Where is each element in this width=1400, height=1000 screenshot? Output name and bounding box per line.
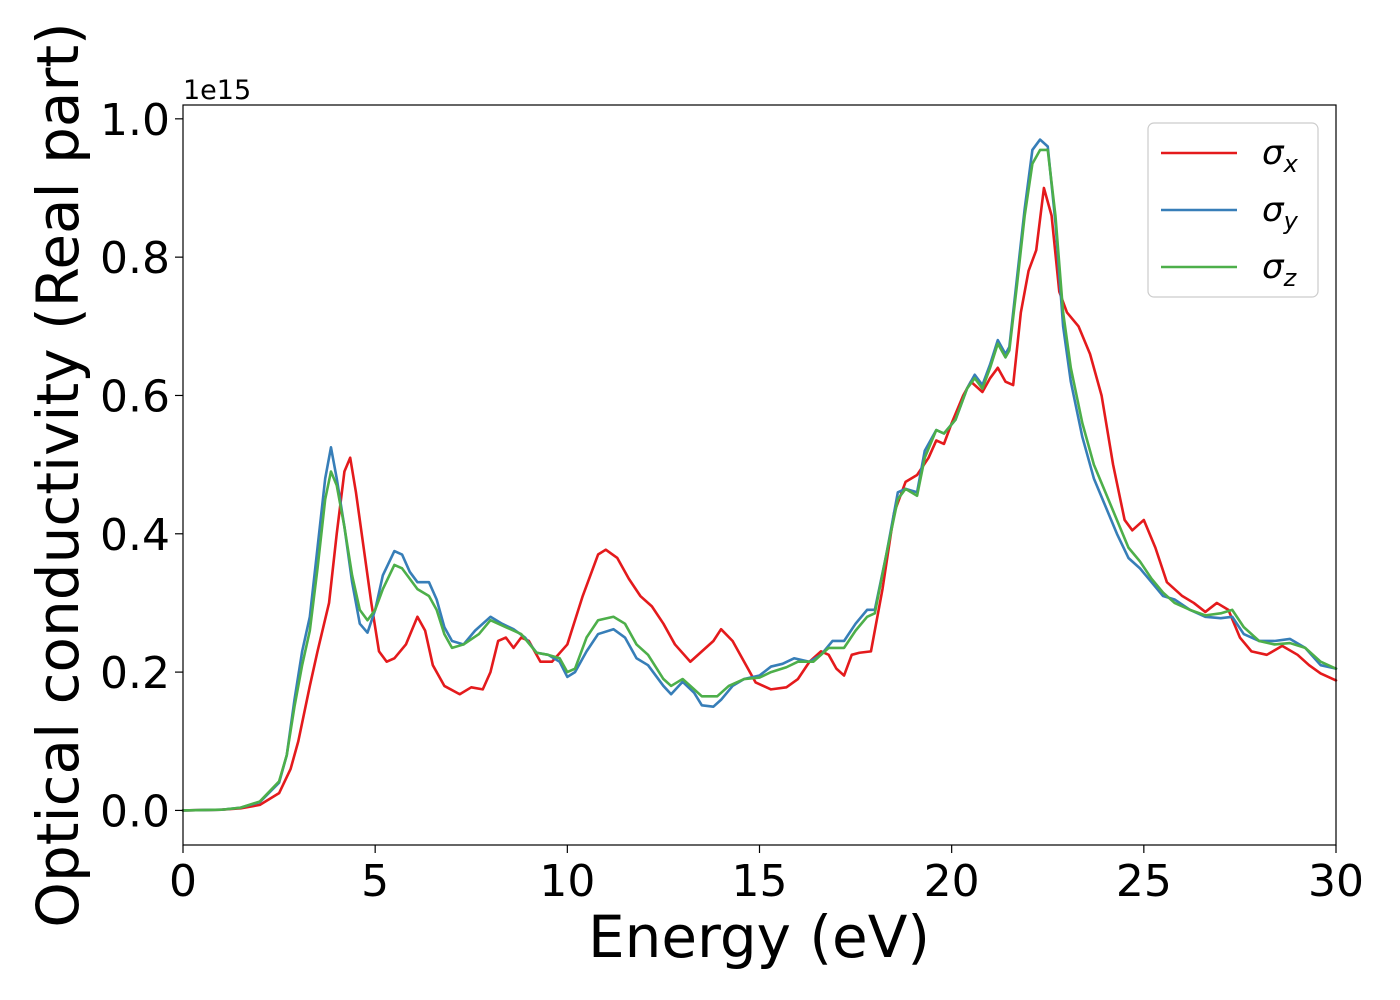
y-axis-ticks: 0.0 0.2 0.4 0.6 0.8 1.0 [100,95,183,837]
y-tick-label: 0.0 [100,786,170,837]
x-tick-label: 10 [539,856,595,907]
x-tick-label: 20 [924,856,980,907]
y-tick-label: 1.0 [100,95,170,146]
y-tick-label: 0.4 [100,510,170,561]
x-axis-ticks: 0 5 10 15 20 25 30 [169,845,1364,907]
x-tick-label: 30 [1308,856,1364,907]
y-axis-label: Optical conductivity (Real part) [24,22,92,927]
y-tick-label: 0.6 [100,371,170,422]
x-tick-label: 0 [169,856,197,907]
y-tick-label: 0.8 [100,233,170,284]
series-line-z [181,148,1338,812]
plot-lines [181,138,1338,812]
series-line-y [181,138,1338,812]
y-tick-label: 0.2 [100,648,170,699]
x-axis-label: Energy (eV) [588,903,930,971]
x-tick-label: 15 [732,856,788,907]
series-line-x [181,186,1338,812]
legend-label-y: σy [1262,190,1299,235]
legend-label-x: σx [1262,133,1299,178]
x-tick-label: 5 [361,856,389,907]
legend-label-z: σz [1262,247,1298,292]
y-offset-label: 1e15 [183,75,251,106]
x-tick-label: 25 [1116,856,1172,907]
legend: σx σy σz [1147,122,1319,298]
